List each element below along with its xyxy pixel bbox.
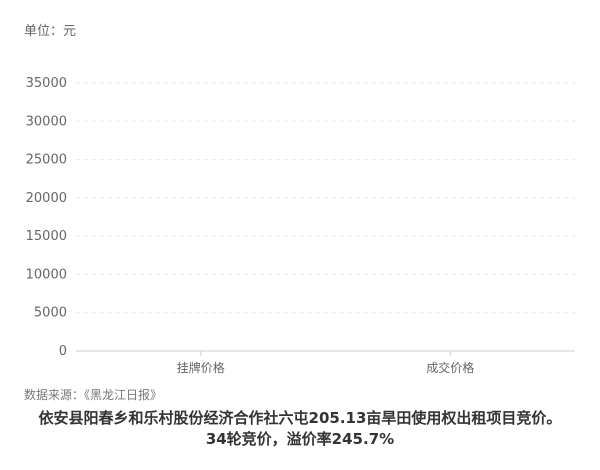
chart-caption: 依安县阳春乡和乐村股份经济合作社六屯205.13亩旱田使用权出租项目竞价。 34… [0, 408, 600, 450]
unit-label: 单位：元 [24, 24, 77, 39]
caption-line-1: 依安县阳春乡和乐村股份经济合作社六屯205.13亩旱田使用权出租项目竞价。 [38, 409, 562, 427]
y-tick-label: 5000 [34, 306, 67, 321]
y-tick-label: 15000 [26, 229, 67, 244]
y-tick-label: 20000 [26, 191, 67, 206]
data-source: 数据来源：《黑龙江日报》 [24, 388, 163, 402]
x-tick-label: 成交价格 [426, 360, 474, 375]
y-tick-label: 0 [59, 344, 67, 359]
y-tick-label: 25000 [26, 153, 67, 168]
y-tick-label: 30000 [26, 114, 67, 129]
y-tick-label: 10000 [26, 267, 67, 282]
x-tick-label: 挂牌价格 [177, 360, 225, 375]
y-tick-label: 35000 [26, 76, 67, 91]
caption-line-2: 34轮竞价，溢价率245.7% [205, 430, 395, 448]
